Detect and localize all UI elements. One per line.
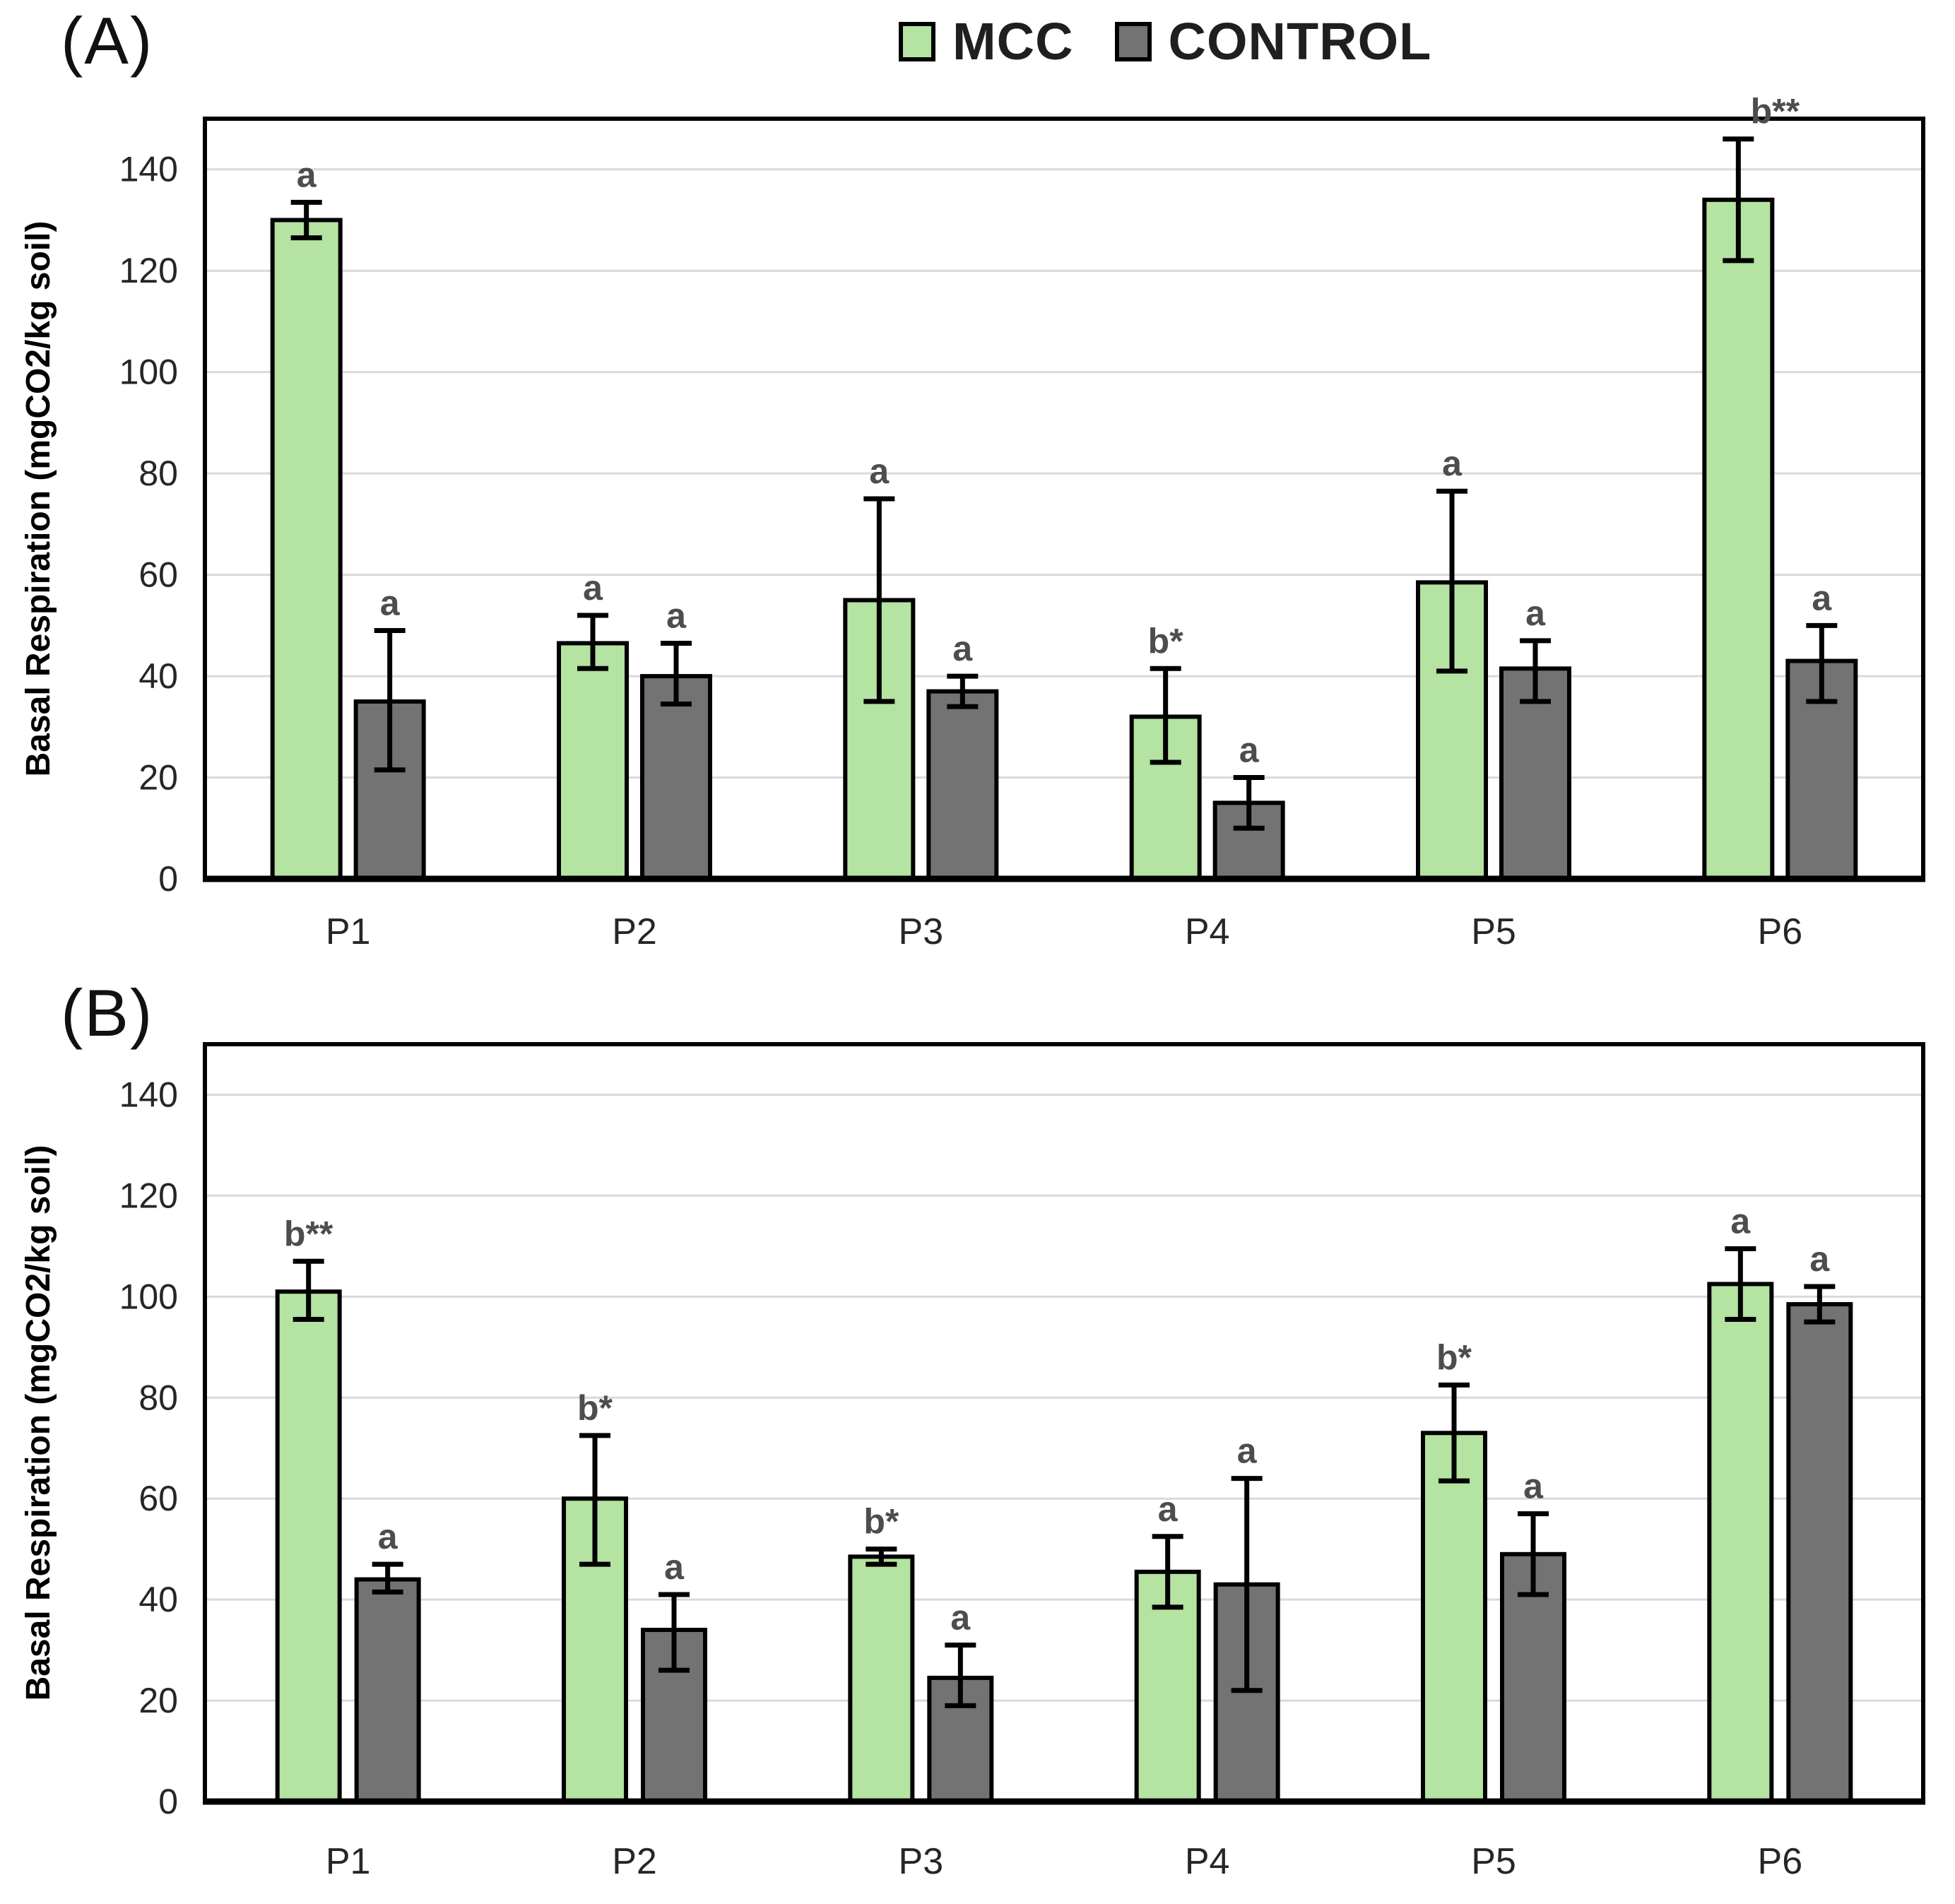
bar-mcc-p1: [270, 218, 343, 881]
y-tick-label: 140: [119, 1075, 178, 1114]
x-tick-label: P2: [612, 1841, 657, 1882]
sig-label: b*: [577, 1388, 613, 1428]
legend-label-control: CONTROL: [1168, 12, 1432, 71]
sig-label: a: [1809, 1239, 1830, 1279]
y-tick-label: 140: [119, 150, 178, 189]
x-tick-label: P4: [1185, 1841, 1230, 1882]
sig-label: a: [1523, 1467, 1544, 1506]
x-tick-label: P2: [612, 911, 657, 952]
y-tick-label: 20: [138, 1681, 178, 1720]
sig-label: a: [1442, 444, 1463, 483]
plot-border: [203, 1042, 1925, 1804]
sig-label: a: [952, 629, 973, 668]
bar-control-p2: [640, 674, 712, 881]
sig-label: a: [1239, 731, 1260, 770]
panel-b-label: (B): [61, 976, 154, 1050]
sig-label: a: [1158, 1489, 1179, 1529]
legend-item-mcc: MCC: [899, 11, 1074, 71]
x-tick-label: P1: [326, 1841, 371, 1882]
control-swatch-icon: [1114, 21, 1152, 61]
bar-mcc-p5: [1421, 1431, 1487, 1804]
bar-mcc-p4: [1134, 1569, 1201, 1804]
legend-item-control: CONTROL: [1114, 11, 1432, 71]
sig-label: b**: [284, 1214, 333, 1253]
y-tick-label: 0: [158, 1782, 178, 1821]
bar-mcc-p6: [1707, 1282, 1774, 1804]
y-axis-title: Basal Respiration (mgCO2/kg soil): [20, 221, 57, 777]
x-tick-label: P6: [1758, 911, 1803, 952]
bar-mcc-p2: [557, 641, 629, 881]
y-tick-label: 20: [138, 758, 178, 798]
y-tick-label: 60: [138, 555, 178, 595]
y-tick-label: 120: [119, 1176, 178, 1215]
y-tick-label: 0: [158, 859, 178, 899]
y-tick-label: 80: [138, 1378, 178, 1417]
panel-a-label: (A): [61, 4, 154, 78]
sig-label: a: [378, 1517, 398, 1556]
x-tick-label: P6: [1758, 1841, 1803, 1882]
bar-mcc-p6: [1702, 197, 1775, 882]
bar-mcc-p2: [562, 1496, 628, 1804]
y-tick-label: 100: [119, 1277, 178, 1316]
sig-label: b*: [1148, 621, 1184, 661]
sig-label: a: [950, 1597, 971, 1637]
legend-label-mcc: MCC: [952, 12, 1074, 71]
sig-label: a: [1237, 1431, 1258, 1471]
sig-label: a: [1525, 593, 1546, 633]
y-tick-label: 40: [138, 1580, 178, 1619]
y-tick-label: 80: [138, 454, 178, 493]
sig-label: b**: [1751, 92, 1800, 131]
bar-control-p1: [354, 1577, 421, 1804]
y-axis-title: Basal Respiration (mgCO2/kg soil): [20, 1145, 57, 1701]
sig-label: a: [297, 155, 317, 194]
sig-label: b*: [863, 1502, 899, 1542]
chart-legend: MCC CONTROL: [899, 11, 1431, 71]
x-tick-label: P5: [1471, 911, 1516, 952]
bar-control-p6: [1786, 1302, 1853, 1804]
x-tick-label: P3: [899, 911, 944, 952]
y-tick-label: 100: [119, 353, 178, 392]
bar-control-p3: [926, 689, 999, 881]
mcc-swatch-icon: [899, 21, 935, 61]
y-tick-label: 60: [138, 1479, 178, 1518]
bar-mcc-p3: [848, 1554, 915, 1804]
x-tick-label: P3: [899, 1841, 944, 1882]
plot-border: [203, 117, 1925, 881]
sig-label: a: [869, 451, 890, 491]
sig-label: a: [666, 596, 687, 635]
x-tick-label: P5: [1471, 1841, 1516, 1882]
bar-mcc-p1: [275, 1289, 342, 1804]
y-tick-label: 120: [119, 251, 178, 290]
sig-label: b*: [1436, 1337, 1472, 1377]
sig-label: a: [1730, 1201, 1751, 1241]
sig-label: a: [583, 568, 603, 608]
x-tick-label: P1: [326, 911, 371, 952]
sig-label: a: [664, 1547, 685, 1587]
sig-label: a: [380, 584, 401, 623]
sig-label: a: [1812, 578, 1832, 617]
y-tick-label: 40: [138, 656, 178, 696]
x-tick-label: P4: [1185, 911, 1230, 952]
